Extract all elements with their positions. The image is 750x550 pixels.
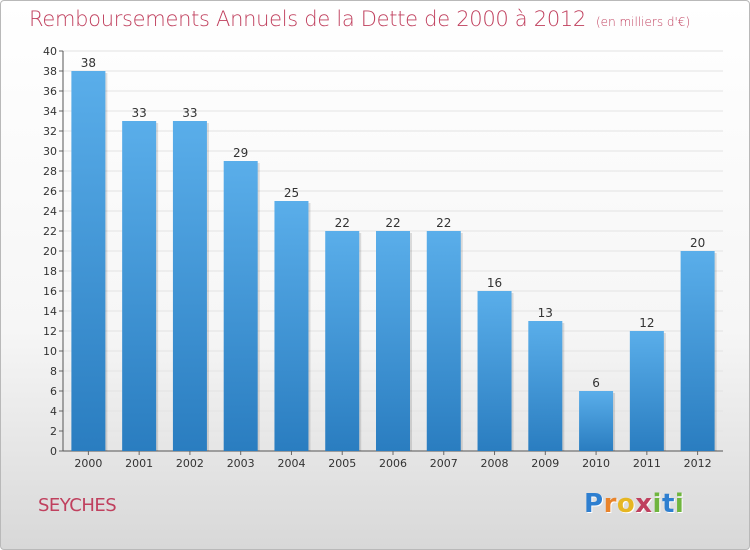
logo-letter: r [603, 489, 617, 519]
y-tick-label: 2 [50, 425, 57, 438]
bar [426, 231, 461, 451]
bar-value-label: 38 [81, 56, 96, 70]
y-tick-label: 16 [43, 285, 57, 298]
bars [71, 71, 717, 451]
y-tick-label: 32 [43, 125, 57, 138]
bar-value-label: 22 [335, 216, 350, 230]
y-tick-label: 4 [50, 405, 57, 418]
bar [172, 121, 207, 451]
logo-letter: x [635, 489, 653, 519]
y-tick-label: 30 [43, 145, 57, 158]
bar-value-label: 12 [639, 316, 654, 330]
y-tick-label: 34 [43, 105, 57, 118]
proxiti-logo: Proxiti [584, 489, 684, 519]
bar [680, 251, 715, 451]
x-tick-label: 2007 [430, 457, 458, 470]
chart-title: Remboursements Annuels de la Dette de 20… [29, 7, 690, 31]
x-tick-label: 2008 [481, 457, 509, 470]
bar [629, 331, 664, 451]
bar-value-label: 6 [592, 376, 600, 390]
chart-subtitle: (en milliers d'€) [596, 15, 691, 29]
y-tick-label: 38 [43, 65, 57, 78]
x-tick-label: 2000 [74, 457, 102, 470]
y-tick-label: 26 [43, 185, 57, 198]
y-tick-label: 24 [43, 205, 57, 218]
x-tick-label: 2003 [227, 457, 255, 470]
bar [274, 201, 309, 451]
bar [223, 161, 258, 451]
x-tick-label: 2001 [125, 457, 153, 470]
y-tick-label: 8 [50, 365, 57, 378]
y-tick-label: 22 [43, 225, 57, 238]
bar-value-label: 25 [284, 186, 299, 200]
y-tick-label: 20 [43, 245, 57, 258]
bar-value-label: 22 [436, 216, 451, 230]
bar-value-label: 33 [132, 106, 147, 120]
x-tick-label: 2004 [277, 457, 305, 470]
logo-letter: i [652, 489, 662, 519]
y-tick-label: 18 [43, 265, 57, 278]
logo-letter: o [616, 489, 636, 519]
bar [71, 71, 106, 451]
y-tick-label: 14 [43, 305, 57, 318]
y-tick-label: 40 [43, 45, 57, 58]
bar [477, 291, 512, 451]
chart-title-text: Remboursements Annuels de la Dette de 20… [29, 7, 586, 31]
x-tick-label: 2005 [328, 457, 356, 470]
y-tick-label: 28 [43, 165, 57, 178]
x-tick-label: 2010 [582, 457, 610, 470]
y-tick-label: 36 [43, 85, 57, 98]
x-tick-label: 2009 [531, 457, 559, 470]
bar-value-label: 33 [182, 106, 197, 120]
labels: 0246810121416182022242628303234363840382… [43, 45, 712, 470]
x-tick-label: 2002 [176, 457, 204, 470]
logo-letter: t [661, 489, 675, 519]
bar-value-label: 22 [385, 216, 400, 230]
bar-value-label: 20 [690, 236, 705, 250]
logo-letter: i [674, 489, 685, 519]
y-tick-label: 0 [50, 445, 57, 458]
bar-value-label: 16 [487, 276, 502, 290]
y-tick-label: 10 [43, 345, 57, 358]
bar-value-label: 29 [233, 146, 248, 160]
x-tick-label: 2011 [633, 457, 661, 470]
bar [325, 231, 360, 451]
bar [122, 121, 157, 451]
bar [528, 321, 563, 451]
logo-letter: P [584, 489, 604, 519]
bar [376, 231, 410, 451]
commune-name: SEYCHES [38, 495, 117, 516]
x-tick-label: 2012 [684, 457, 712, 470]
bar [579, 391, 614, 451]
bar-value-label: 13 [538, 306, 553, 320]
x-tick-label: 2006 [379, 457, 407, 470]
y-tick-label: 12 [43, 325, 57, 338]
y-tick-label: 6 [50, 385, 57, 398]
